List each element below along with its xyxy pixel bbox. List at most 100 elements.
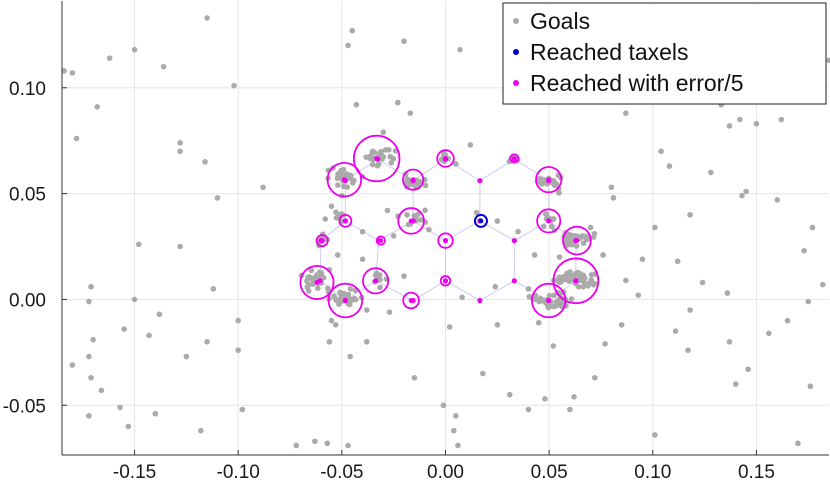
goal-point bbox=[239, 406, 246, 413]
legend-marker bbox=[513, 80, 519, 86]
goal-point bbox=[784, 317, 791, 324]
goal-point bbox=[535, 319, 542, 326]
goal-point bbox=[382, 147, 389, 153]
goal-point bbox=[312, 438, 318, 445]
goal-point bbox=[414, 182, 421, 188]
goal-point bbox=[376, 151, 383, 157]
goal-point bbox=[745, 366, 751, 373]
goal-point bbox=[608, 184, 615, 191]
goal-point bbox=[581, 275, 588, 281]
goal-point bbox=[674, 258, 681, 265]
goal-point bbox=[333, 209, 339, 216]
goal-point bbox=[210, 286, 217, 292]
mesh-edge bbox=[445, 280, 481, 301]
goal-point bbox=[567, 269, 573, 275]
goal-point bbox=[801, 247, 807, 254]
legend-label: Reached with error/5 bbox=[530, 70, 744, 96]
goal-point bbox=[724, 290, 731, 296]
reached-with-error-point bbox=[511, 156, 517, 161]
goal-point bbox=[359, 228, 366, 235]
goal-point bbox=[568, 296, 575, 302]
mesh-edge bbox=[445, 158, 481, 182]
x-tick-label: 0.05 bbox=[531, 462, 568, 483]
goal-point bbox=[809, 224, 816, 231]
goal-point bbox=[473, 209, 480, 216]
goal-point bbox=[88, 283, 94, 290]
goal-point bbox=[726, 123, 733, 129]
goal-point bbox=[580, 284, 586, 290]
reached-with-error-point bbox=[443, 238, 448, 243]
y-tick-label: 0.10 bbox=[9, 79, 46, 100]
goal-point bbox=[61, 68, 67, 74]
goal-point bbox=[453, 161, 459, 167]
goal-point bbox=[379, 156, 385, 162]
goal-point bbox=[320, 274, 327, 281]
goal-point bbox=[450, 427, 457, 434]
reached-with-error-point bbox=[443, 278, 448, 284]
goal-point bbox=[413, 212, 420, 219]
goal-point bbox=[177, 243, 183, 250]
goal-point bbox=[404, 177, 411, 184]
goal-point bbox=[652, 224, 658, 231]
goal-point bbox=[459, 294, 465, 301]
goal-point bbox=[340, 166, 347, 173]
goal-point bbox=[293, 442, 300, 449]
goal-point bbox=[348, 297, 355, 304]
goal-point bbox=[146, 332, 152, 339]
goal-point bbox=[795, 440, 801, 447]
goal-point bbox=[538, 176, 545, 183]
goal-point bbox=[131, 46, 138, 53]
goal-point bbox=[623, 110, 629, 116]
goal-point bbox=[726, 338, 733, 345]
goal-point bbox=[306, 274, 313, 280]
goal-point bbox=[539, 297, 545, 304]
goal-point bbox=[666, 163, 673, 169]
goal-point bbox=[367, 153, 373, 160]
goal-point bbox=[235, 317, 242, 324]
goal-point bbox=[446, 324, 453, 330]
goal-point bbox=[377, 284, 383, 291]
goal-point bbox=[580, 240, 587, 247]
error-circle bbox=[338, 213, 353, 228]
goal-point bbox=[401, 273, 407, 279]
goal-point bbox=[156, 311, 163, 318]
goal-point bbox=[315, 285, 321, 292]
goal-point bbox=[538, 181, 545, 187]
reached-with-error-series bbox=[299, 134, 600, 319]
goal-point bbox=[328, 203, 335, 210]
goal-point bbox=[86, 298, 92, 305]
legend-box bbox=[502, 2, 827, 105]
goal-point bbox=[152, 410, 159, 417]
taxel-point bbox=[477, 178, 483, 184]
reached-with-error-point bbox=[378, 238, 384, 243]
reached-taxel-ring bbox=[473, 213, 488, 228]
reached-with-error-point bbox=[546, 177, 552, 183]
reached-with-error-point bbox=[408, 218, 414, 224]
goal-point bbox=[567, 235, 574, 242]
legend-label: Goals bbox=[530, 8, 590, 34]
goal-point bbox=[198, 427, 204, 434]
goal-point bbox=[774, 197, 780, 203]
goal-point bbox=[344, 184, 351, 190]
goal-point bbox=[177, 148, 183, 155]
y-tick-label: -0.05 bbox=[3, 396, 46, 417]
goal-point bbox=[338, 294, 345, 300]
goal-point bbox=[826, 57, 830, 64]
reached-with-error-point bbox=[408, 298, 414, 303]
error-circle bbox=[562, 225, 592, 256]
goal-point bbox=[591, 230, 598, 237]
goal-point bbox=[334, 252, 341, 258]
x-tick-label: 0.00 bbox=[427, 462, 464, 483]
goal-point bbox=[687, 211, 693, 218]
error-circle bbox=[552, 257, 600, 305]
mesh-edge bbox=[514, 158, 549, 182]
goal-point bbox=[440, 402, 447, 409]
goal-point bbox=[737, 116, 743, 123]
reached-with-error-point bbox=[410, 177, 416, 183]
goal-point bbox=[380, 129, 387, 136]
goal-point bbox=[542, 396, 548, 402]
reached-with-error-point bbox=[546, 218, 552, 224]
error-circle bbox=[299, 265, 335, 300]
goal-point bbox=[525, 286, 532, 292]
